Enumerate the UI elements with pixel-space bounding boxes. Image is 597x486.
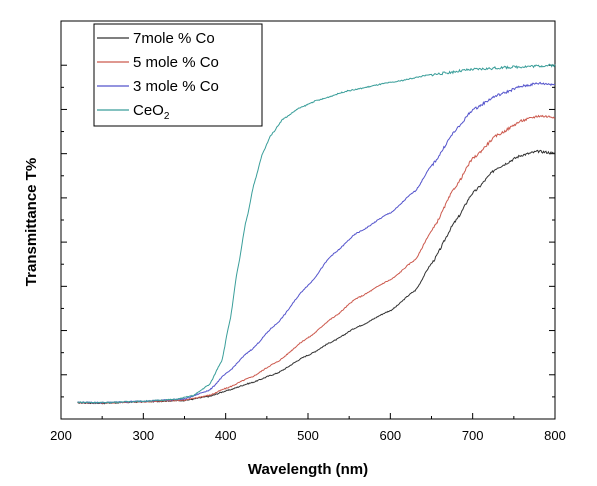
x-tick-label: 600 — [379, 428, 401, 443]
legend-label-1: 5 mole % Co — [133, 54, 219, 71]
series-line-1 — [77, 114, 556, 405]
x-tick-label: 700 — [462, 428, 484, 443]
legend-label-0: 7mole % Co — [133, 30, 215, 47]
x-tick-label: 400 — [215, 428, 237, 443]
x-axis-title: Wavelength (nm) — [248, 461, 368, 478]
series-line-3 — [77, 63, 556, 404]
y-axis-title: Transmittance T% — [23, 158, 40, 286]
series-line-0 — [77, 149, 556, 405]
x-tick-label: 500 — [297, 428, 319, 443]
series-layer — [77, 63, 556, 405]
x-tick-label: 200 — [50, 428, 72, 443]
series-line-2 — [77, 81, 556, 404]
x-tick-label: 300 — [132, 428, 154, 443]
legend: 7mole % Co 5 mole % Co 3 mole % Co CeO2 — [93, 23, 263, 127]
y-axis-ticks — [61, 64, 555, 420]
legend-label-3: CeO2 — [133, 102, 170, 122]
x-tick-label: 800 — [544, 428, 566, 443]
legend-box — [93, 23, 263, 127]
legend-label-2: 3 mole % Co — [133, 78, 219, 95]
x-axis-ticks: 200 300 400 500 600 700 800 — [50, 413, 566, 443]
